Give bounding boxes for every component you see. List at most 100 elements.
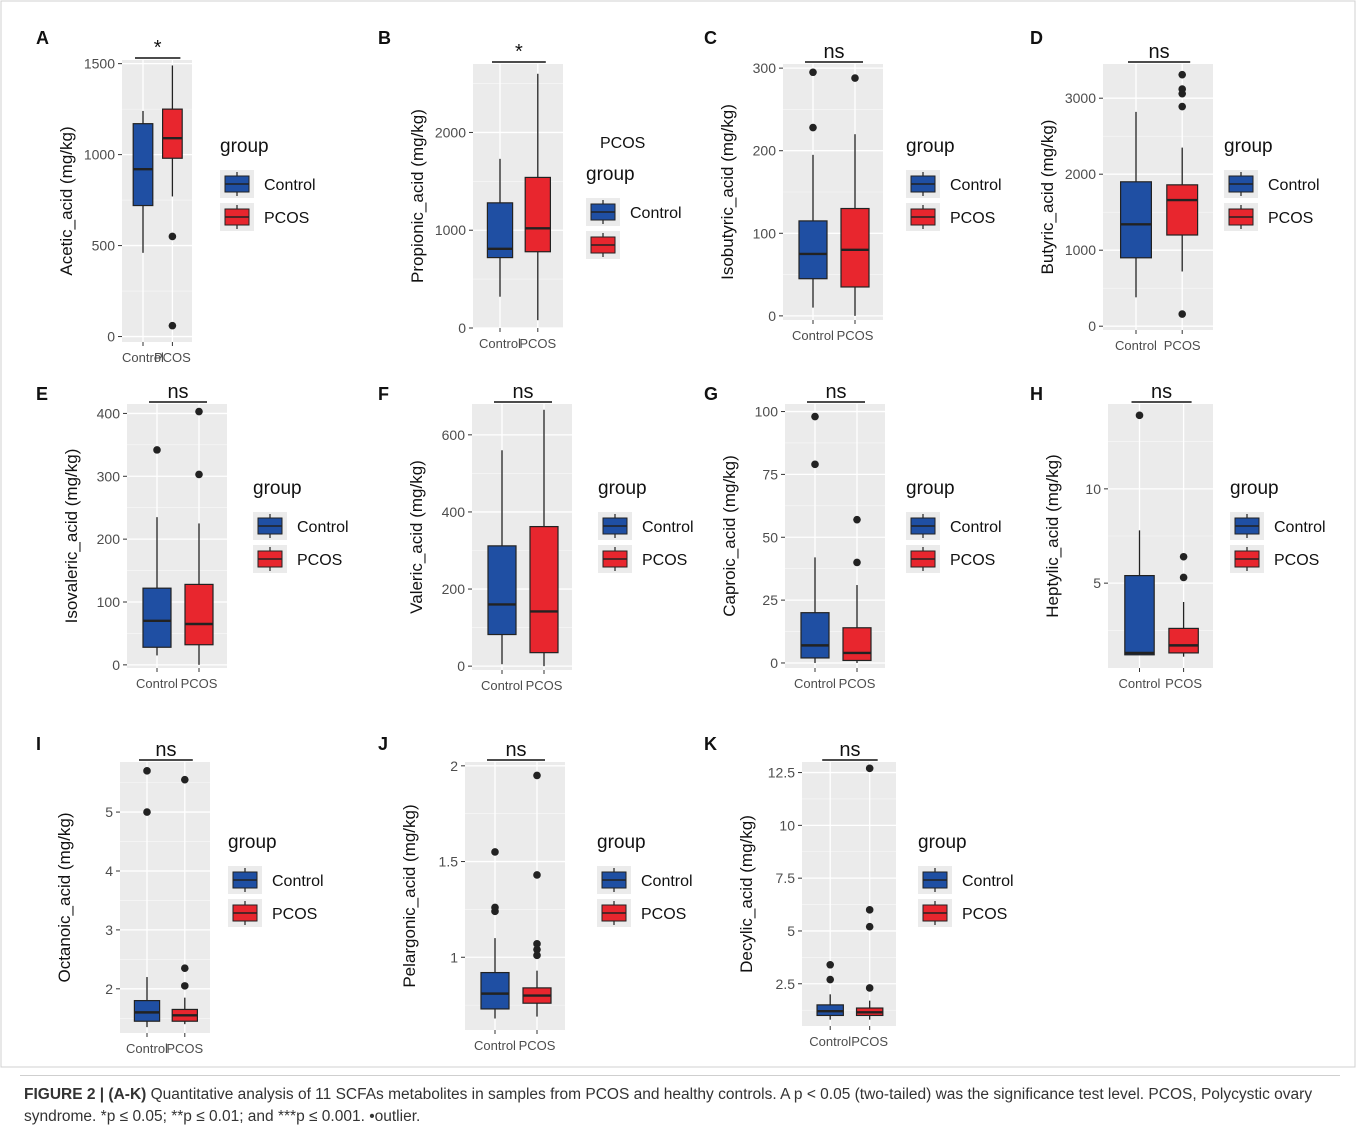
x-tick-label: PCOS <box>851 1034 888 1049</box>
plot-background <box>120 762 210 1033</box>
panel-d: D 0 1000 2000 3000 Control PCOS ns Butyric_acid … <box>1030 28 1320 353</box>
y-tick-label: 200 <box>442 581 466 597</box>
x-tick-label: Control <box>809 1034 851 1049</box>
legend-title: group <box>597 832 646 853</box>
panel-label: I <box>36 734 41 754</box>
y-tick-label: 100 <box>97 594 121 610</box>
y-tick-label: 0 <box>112 657 120 673</box>
significance-label: * <box>515 41 523 63</box>
significance-label: ns <box>1151 381 1172 403</box>
legend-title: group <box>906 136 955 157</box>
y-tick-label: 2 <box>105 981 113 997</box>
y-axis-label: Acetic_acid (mg/kg) <box>57 126 76 275</box>
x-tick-label: PCOS <box>181 676 218 691</box>
x-tick-label: PCOS <box>526 678 563 693</box>
box-pcos <box>840 207 870 288</box>
panel-label: A <box>36 28 49 48</box>
y-tick-label: 400 <box>442 504 466 520</box>
legend-item-label: PCOS <box>272 906 317 923</box>
box-control <box>133 999 161 1022</box>
outlier-point <box>143 767 151 775</box>
legend-title: group <box>598 478 647 499</box>
y-tick-label: 10 <box>779 817 795 833</box>
panel-label: F <box>378 384 389 404</box>
y-tick-label: 400 <box>97 405 121 421</box>
outlier-point <box>1135 411 1144 420</box>
outlier-point <box>181 775 189 784</box>
legend: group Control PCOS <box>906 478 1002 573</box>
y-axis-label: Propionic_acid (mg/kg) <box>408 109 427 283</box>
legend-title: group <box>228 832 277 853</box>
y-axis-label: Caproic_acid (mg/kg) <box>720 455 739 617</box>
significance-label: ns <box>167 381 188 403</box>
x-tick-label: Control <box>1119 676 1161 691</box>
legend-item-label: Control <box>1274 519 1326 536</box>
legend-item-label: Control <box>642 519 694 536</box>
caption-lead: FIGURE 2 | (A-K) <box>24 1086 147 1103</box>
legend-title: group <box>586 164 635 185</box>
y-tick-label: 200 <box>753 143 777 159</box>
y-axis-label: Butyric_acid (mg/kg) <box>1038 120 1057 275</box>
y-tick-label: 75 <box>762 466 778 482</box>
y-tick-label: 0 <box>1088 318 1096 334</box>
y-tick-label: 500 <box>92 238 116 254</box>
outlier-point <box>853 515 861 524</box>
legend: group Control PCOS <box>597 832 693 927</box>
legend-item-label: PCOS <box>264 210 309 227</box>
box-pcos <box>1166 184 1199 236</box>
y-tick-label: 300 <box>97 468 121 484</box>
outlier-point <box>865 984 874 992</box>
x-tick-label: PCOS <box>519 336 556 351</box>
outlier-point <box>865 906 874 914</box>
y-tick-label: 0 <box>457 658 465 674</box>
outlier-point <box>865 922 874 931</box>
y-tick-label: 600 <box>442 427 466 443</box>
panel-label: C <box>704 28 717 48</box>
significance-label: ns <box>505 739 526 761</box>
x-tick-label: PCOS <box>166 1041 203 1056</box>
outlier-point <box>1179 573 1188 582</box>
caption-text: Quantitative analysis of 11 SCFAs metabo… <box>24 1086 1313 1125</box>
y-tick-label: 3000 <box>1065 90 1096 106</box>
x-tick-label: Control <box>126 1041 168 1056</box>
outlier-point <box>195 407 203 416</box>
legend-item-label: Control <box>264 177 316 194</box>
x-tick-label: Control <box>122 350 164 365</box>
significance-label: ns <box>512 381 533 403</box>
x-tick-label: PCOS <box>1164 338 1201 353</box>
y-axis-label: Decylic_acid (mg/kg) <box>737 815 756 973</box>
box-control <box>1124 574 1155 656</box>
legend: group Control PCOS <box>918 832 1014 927</box>
significance-label: ns <box>839 739 860 761</box>
legend-title: group <box>220 136 269 157</box>
y-tick-label: 0 <box>107 329 115 345</box>
outlier-point <box>533 940 541 948</box>
outlier-point <box>826 960 834 969</box>
y-tick-label: 2000 <box>435 124 466 140</box>
y-tick-label: 1000 <box>1065 242 1096 258</box>
legend-title: group <box>1230 478 1279 499</box>
y-tick-label: 100 <box>755 404 779 420</box>
outlier-point <box>533 771 541 780</box>
y-tick-label: 5 <box>787 923 795 939</box>
y-axis-label: Isovaleric_acid (mg/kg) <box>62 449 81 624</box>
box-pcos <box>162 108 183 159</box>
significance-label: ns <box>823 41 844 63</box>
legend-item-label: Control <box>950 177 1002 194</box>
outlier-point <box>153 446 161 454</box>
x-tick-label: PCOS <box>837 328 874 343</box>
outlier-point <box>533 951 541 960</box>
box-control <box>487 545 517 636</box>
legend: group Control PCOS <box>586 135 682 259</box>
x-tick-label: Control <box>136 676 178 691</box>
box-control <box>1119 181 1152 259</box>
box-pcos <box>529 525 559 654</box>
legend-item-label: Control <box>641 873 693 890</box>
x-tick-label: Control <box>474 1038 516 1053</box>
